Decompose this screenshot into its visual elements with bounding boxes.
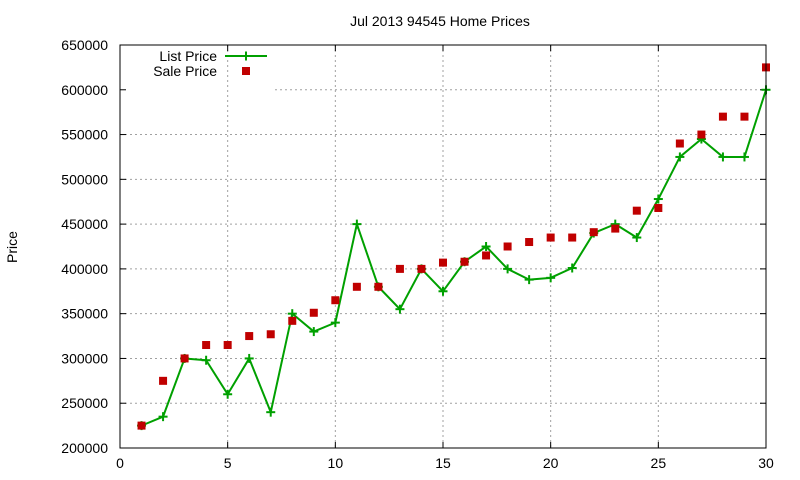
- list-price-point: [653, 194, 663, 204]
- series-line-list-price: [141, 89, 767, 427]
- list-price-point: [309, 327, 319, 337]
- sale-price-point: [632, 206, 641, 215]
- y-tick-label: 450000: [61, 216, 108, 232]
- sale-price-point: [503, 242, 512, 251]
- sale-price-point: [245, 332, 254, 341]
- sale-price-point: [159, 376, 168, 385]
- y-tick-label: 650000: [61, 37, 108, 53]
- y-tick-label: 300000: [61, 350, 108, 366]
- y-tick-label: 600000: [61, 82, 108, 98]
- sale-price-point: [525, 238, 534, 247]
- sale-price-point: [740, 112, 749, 121]
- sale-price-point: [589, 228, 598, 237]
- list-price-point: [287, 309, 297, 319]
- y-tick-label: 550000: [61, 127, 108, 143]
- list-price-point: [244, 353, 254, 363]
- y-tick-label: 200000: [61, 440, 108, 456]
- list-price-point: [503, 264, 513, 274]
- chart-title: Jul 2013 94545 Home Prices: [350, 13, 530, 29]
- y-tick-labels: 200000 250000 300000 350000 400000 450000 5000…: [61, 37, 108, 456]
- series-layer: [137, 63, 771, 431]
- grid: [120, 45, 766, 448]
- sale-price-point: [460, 257, 469, 266]
- sale-price-point: [352, 282, 361, 291]
- list-price-point: [266, 407, 276, 417]
- sale-price-point: [266, 330, 275, 339]
- legend-marker-sale-price: [242, 67, 250, 75]
- x-tick-label: 20: [543, 455, 559, 471]
- list-price-point: [201, 355, 211, 365]
- sale-price-point: [697, 130, 706, 139]
- x-tick-label: 15: [435, 455, 451, 471]
- x-tick-labels: 0 5 10 15 20 25 30: [116, 455, 774, 471]
- sale-price-point: [611, 224, 620, 233]
- sale-price-point: [482, 251, 491, 260]
- sale-price-point: [675, 139, 684, 148]
- sale-price-point: [331, 296, 340, 305]
- sale-price-point: [718, 112, 727, 121]
- list-price-point: [481, 242, 491, 251]
- legend: List Price Sale Price: [153, 48, 267, 79]
- list-price-point: [675, 152, 685, 162]
- sale-price-point: [374, 282, 383, 291]
- list-price-point: [524, 275, 534, 285]
- sale-price-point: [417, 264, 426, 273]
- sale-price-point: [654, 203, 663, 212]
- list-price-point: [330, 318, 340, 328]
- sale-price-point: [180, 354, 189, 363]
- x-tick-label: 5: [224, 455, 232, 471]
- list-price-point: [395, 304, 405, 314]
- y-tick-label: 350000: [61, 306, 108, 322]
- sale-price-point: [223, 341, 232, 350]
- list-price-point: [158, 412, 168, 422]
- legend-marker-list-price: [241, 51, 251, 61]
- sale-price-point: [309, 308, 318, 317]
- legend-label-sale-price: Sale Price: [153, 63, 217, 79]
- legend-label-list-price: List Price: [159, 48, 217, 64]
- list-price-point: [739, 152, 749, 162]
- y-axis-title: Price: [4, 231, 20, 263]
- list-price-point: [352, 219, 362, 229]
- x-tick-label: 25: [651, 455, 667, 471]
- list-price-point: [632, 233, 642, 243]
- list-price-point: [546, 273, 556, 283]
- x-tick-label: 30: [758, 455, 774, 471]
- list-price-point: [567, 263, 577, 273]
- sale-price-point: [439, 258, 447, 267]
- sale-price-point: [568, 233, 577, 242]
- sale-price-point: [288, 316, 297, 325]
- y-tick-label: 400000: [61, 261, 108, 277]
- sale-price-point: [137, 421, 146, 430]
- y-tick-label: 500000: [61, 171, 108, 187]
- list-price-point: [223, 389, 233, 399]
- x-tick-label: 10: [328, 455, 344, 471]
- list-price-point: [718, 152, 728, 162]
- y-tick-label: 250000: [61, 395, 108, 411]
- sale-price-point: [546, 233, 555, 242]
- list-price-point: [438, 286, 448, 296]
- sale-price-point: [395, 264, 404, 273]
- plot-frame: [119, 44, 767, 449]
- x-tick-label: 0: [116, 455, 124, 471]
- sale-price-point: [202, 341, 211, 350]
